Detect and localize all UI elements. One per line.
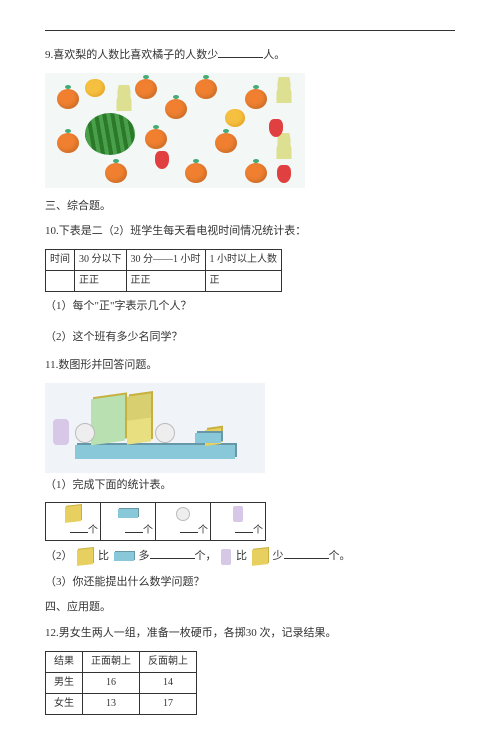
cuboid-icon <box>114 552 134 561</box>
q12-stem: 12.男女生两人一组，准备一枚硬币，各掷30 次，记录结果。 <box>45 625 455 643</box>
table-row: 个 个 个 个 <box>46 503 266 541</box>
section-4-title: 四、应用题。 <box>45 599 455 617</box>
q11-sub3: （3）你还能提出什么数学问题？ <box>45 574 455 592</box>
q9-suffix: 人。 <box>263 49 285 61</box>
table-row: 女生 13 17 <box>46 693 197 714</box>
q12-r0c1: 16 <box>83 672 140 693</box>
cylinder-icon <box>233 506 243 522</box>
compare-word: 比 <box>236 550 247 562</box>
q10-sub2: （2）这个班有多少名同学？ <box>45 329 455 347</box>
q10-h2: 30 分——1 小时 <box>126 249 205 270</box>
q12-table: 结果 正面朝上 反面朝上 男生 16 14 女生 13 17 <box>45 651 197 715</box>
cell-rect[interactable]: 个 <box>101 503 156 541</box>
q9: 9.喜欢梨的人数比喜欢橘子的人数少 人。 <box>45 46 455 65</box>
q11-sub2-label: （2） <box>45 550 73 562</box>
fruit-image <box>45 73 305 188</box>
q11-table: 个 个 个 个 <box>45 502 266 541</box>
section-3-title: 三、综合题。 <box>45 198 455 216</box>
q12-h0: 结果 <box>46 651 83 672</box>
blank[interactable] <box>150 547 195 559</box>
q10-h3: 1 小时以上人数 <box>205 249 282 270</box>
less-word: 少 <box>273 550 284 562</box>
table-row: 正正 正正 正 <box>46 270 282 291</box>
cube-icon <box>77 548 93 566</box>
q12-h2: 反面朝上 <box>140 651 197 672</box>
shapes-image <box>45 383 265 473</box>
table-row: 时间 30 分以下 30 分——1 小时 1 小时以上人数 <box>46 249 282 270</box>
blank[interactable] <box>284 547 329 559</box>
table-row: 男生 16 14 <box>46 672 197 693</box>
q12-r0c2: 14 <box>140 672 197 693</box>
q11-sub1: （1）完成下面的统计表。 <box>45 477 455 495</box>
table-row: 结果 正面朝上 反面朝上 <box>46 651 197 672</box>
q10-h1: 30 分以下 <box>75 249 127 270</box>
q12-r1c2: 17 <box>140 693 197 714</box>
q10-sub1: （1）每个"正"字表示几个人？ <box>45 298 455 316</box>
cell-sphere[interactable]: 个 <box>156 503 211 541</box>
q10-t0 <box>46 270 75 291</box>
cube-icon <box>65 505 81 523</box>
cell-cube[interactable]: 个 <box>46 503 101 541</box>
q11-sub2: （2） 比 多个， 比 少个。 <box>45 547 455 566</box>
q10-t3: 正 <box>205 270 282 291</box>
compare-word: 比 <box>98 550 109 562</box>
cuboid-icon <box>118 509 138 518</box>
q12-r0c0: 男生 <box>46 672 83 693</box>
q10-table: 时间 30 分以下 30 分——1 小时 1 小时以上人数 正正 正正 正 <box>45 249 282 292</box>
cylinder-icon <box>221 549 231 565</box>
q10-t1: 正正 <box>75 270 127 291</box>
q9-text: 9.喜欢梨的人数比喜欢橘子的人数少 <box>45 49 218 61</box>
top-rule <box>45 30 455 31</box>
cube-icon <box>252 548 268 566</box>
q11-stem: 11.数图形并回答问题。 <box>45 357 455 375</box>
cell-cyl[interactable]: 个 <box>211 503 266 541</box>
sphere-icon <box>176 507 190 521</box>
q10-t2: 正正 <box>126 270 205 291</box>
q10-stem: 10.下表是二（2）班学生每天看电视时间情况统计表： <box>45 223 455 241</box>
q12-r1c1: 13 <box>83 693 140 714</box>
q10-h0: 时间 <box>46 249 75 270</box>
q12-r1c0: 女生 <box>46 693 83 714</box>
q9-blank[interactable] <box>218 46 263 58</box>
more-word: 多 <box>139 550 150 562</box>
q12-h1: 正面朝上 <box>83 651 140 672</box>
